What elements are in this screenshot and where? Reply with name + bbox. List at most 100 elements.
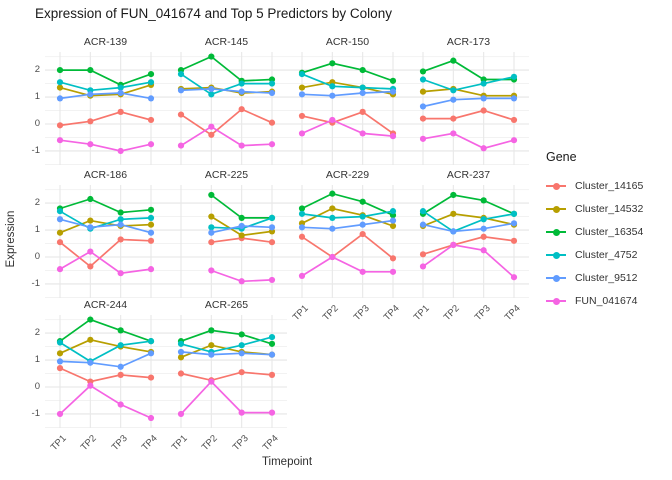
series-line-FUN_041674 bbox=[180, 380, 273, 415]
data-point-Cluster_9512 bbox=[147, 229, 155, 236]
y-tick-label: 1 bbox=[34, 224, 40, 236]
series-line-Cluster_4752 bbox=[59, 210, 152, 230]
series-line-Cluster_14165 bbox=[180, 108, 273, 136]
x-tick-label: TP1 bbox=[169, 433, 190, 454]
data-point-FUN_041674 bbox=[208, 378, 215, 385]
data-point-Cluster_16354 bbox=[117, 327, 124, 334]
data-point-Cluster_9512 bbox=[208, 85, 215, 93]
series-line-Cluster_9512 bbox=[301, 90, 394, 97]
data-point-Cluster_4752 bbox=[268, 214, 276, 222]
data-point-Cluster_14532 bbox=[147, 221, 155, 228]
data-point-Cluster_9512 bbox=[117, 89, 124, 97]
facet-title: ACR-150 bbox=[325, 36, 370, 48]
series-line-FUN_041674 bbox=[59, 384, 152, 419]
data-point-Cluster_14165 bbox=[147, 116, 155, 124]
data-point-Cluster_14532 bbox=[177, 354, 185, 361]
y-tick-label: -1 bbox=[31, 144, 40, 156]
data-point-Cluster_14165 bbox=[298, 233, 306, 240]
data-point-Cluster_9512 bbox=[56, 216, 64, 223]
data-point-Cluster_16354 bbox=[419, 68, 427, 75]
series-line-Cluster_16354 bbox=[422, 194, 515, 215]
data-point-Cluster_16354 bbox=[87, 316, 94, 323]
data-point-Cluster_16354 bbox=[147, 71, 155, 78]
series-line-FUN_041674 bbox=[422, 244, 515, 279]
data-point-Cluster_16354 bbox=[298, 205, 306, 212]
facet-panel bbox=[408, 185, 529, 298]
legend-title: Gene bbox=[546, 150, 577, 164]
data-point-Cluster_16354 bbox=[238, 214, 245, 222]
data-point-FUN_041674 bbox=[238, 142, 245, 149]
x-tick-label: TP3 bbox=[109, 433, 130, 454]
series-line-Cluster_14165 bbox=[301, 110, 394, 135]
data-point-Cluster_16354 bbox=[359, 66, 366, 74]
data-point-Cluster_9512 bbox=[56, 358, 64, 365]
data-point-FUN_041674 bbox=[56, 410, 64, 418]
data-point-FUN_041674 bbox=[450, 130, 457, 137]
legend-label: Cluster_9512 bbox=[575, 271, 638, 284]
data-point-Cluster_9512 bbox=[87, 224, 94, 231]
data-point-Cluster_14165 bbox=[419, 251, 427, 258]
data-point-Cluster_4752 bbox=[177, 71, 185, 78]
data-point-Cluster_9512 bbox=[238, 222, 245, 230]
data-point-FUN_041674 bbox=[329, 116, 336, 124]
data-point-Cluster_14532 bbox=[329, 205, 336, 212]
series-line-FUN_041674 bbox=[422, 132, 515, 150]
series-line-Cluster_9512 bbox=[59, 218, 152, 234]
data-point-Cluster_9512 bbox=[87, 359, 94, 366]
data-point-Cluster_14165 bbox=[208, 131, 215, 138]
data-point-FUN_041674 bbox=[56, 266, 64, 273]
data-point-Cluster_16354 bbox=[329, 190, 336, 197]
facet-panel bbox=[166, 185, 287, 298]
facet-title: ACR-186 bbox=[83, 169, 128, 181]
data-point-Cluster_16354 bbox=[87, 195, 94, 203]
legend-key-icon bbox=[546, 181, 566, 191]
data-point-Cluster_14165 bbox=[147, 237, 155, 244]
legend-key-icon bbox=[546, 204, 566, 214]
legend-key-icon bbox=[546, 250, 566, 260]
x-tick-label: TP2 bbox=[441, 303, 463, 324]
data-point-Cluster_14165 bbox=[238, 106, 245, 113]
series-line-Cluster_14532 bbox=[422, 88, 515, 97]
data-point-Cluster_14165 bbox=[298, 112, 306, 120]
y-tick-label: 0 bbox=[34, 381, 40, 392]
x-tick-label: TP4 bbox=[381, 303, 402, 324]
legend-label: FUN_041674 bbox=[575, 294, 638, 307]
legend-key-dot bbox=[553, 228, 560, 236]
data-point-Cluster_9512 bbox=[450, 96, 457, 103]
data-point-FUN_041674 bbox=[117, 270, 124, 277]
data-point-Cluster_16354 bbox=[329, 60, 336, 67]
data-point-Cluster_9512 bbox=[56, 95, 64, 102]
facet-panel bbox=[287, 185, 408, 298]
data-point-Cluster_4752 bbox=[329, 214, 336, 222]
y-tick-label: -1 bbox=[31, 407, 40, 419]
series-line-Cluster_9512 bbox=[59, 352, 152, 368]
data-point-Cluster_4752 bbox=[238, 80, 245, 87]
series-line-Cluster_16354 bbox=[59, 318, 152, 343]
y-tick-label: 2 bbox=[34, 327, 40, 339]
data-point-Cluster_14165 bbox=[56, 365, 64, 372]
data-point-Cluster_14532 bbox=[208, 213, 215, 220]
legend-item: Cluster_16354 bbox=[546, 220, 643, 243]
data-point-Cluster_14532 bbox=[419, 88, 427, 95]
facet-title: ACR-237 bbox=[446, 169, 491, 181]
data-point-FUN_041674 bbox=[389, 268, 397, 275]
legend-key-icon bbox=[546, 273, 566, 283]
data-point-FUN_041674 bbox=[177, 410, 185, 418]
data-point-FUN_041674 bbox=[238, 409, 245, 416]
series-line-Cluster_16354 bbox=[301, 192, 394, 217]
data-point-Cluster_9512 bbox=[208, 229, 215, 236]
data-point-Cluster_4752 bbox=[298, 210, 306, 217]
data-point-Cluster_4752 bbox=[359, 84, 366, 91]
legend-label: Cluster_16354 bbox=[575, 225, 644, 238]
chart-title: Expression of FUN_041674 and Top 5 Predi… bbox=[35, 6, 392, 21]
series-line-Cluster_4752 bbox=[59, 340, 152, 363]
legend-item: Cluster_14165 bbox=[546, 174, 643, 197]
data-point-FUN_041674 bbox=[87, 248, 94, 255]
data-point-Cluster_9512 bbox=[87, 91, 94, 98]
x-tick-label: TP1 bbox=[48, 433, 69, 454]
data-point-Cluster_9512 bbox=[450, 228, 457, 235]
data-point-Cluster_4752 bbox=[480, 80, 487, 87]
data-point-Cluster_4752 bbox=[56, 208, 64, 215]
y-tick-label: 0 bbox=[34, 251, 40, 262]
series-line-Cluster_4752 bbox=[180, 73, 273, 96]
